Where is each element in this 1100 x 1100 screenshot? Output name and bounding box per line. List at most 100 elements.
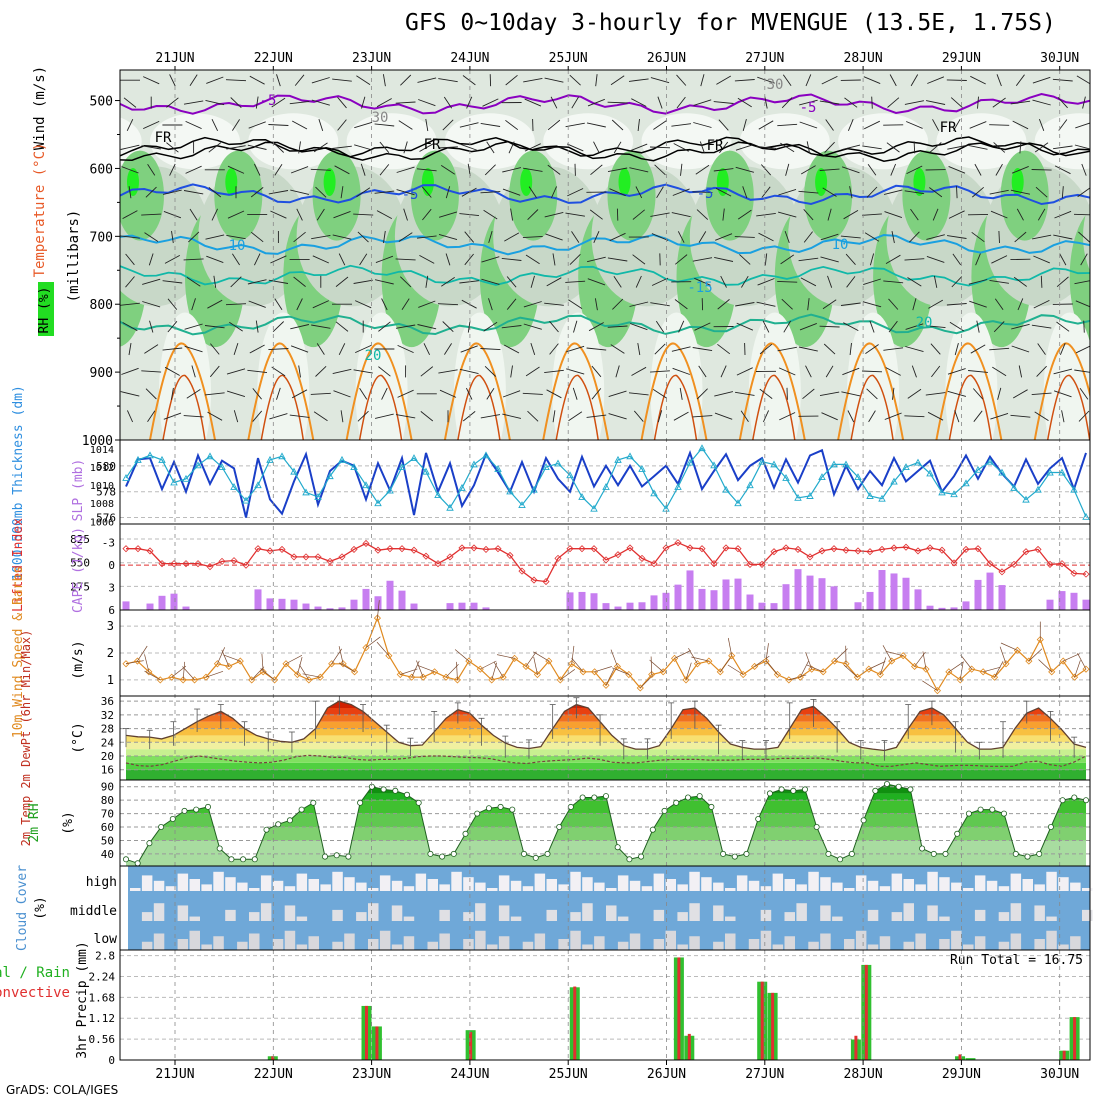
wind-barb [820,233,839,241]
wind-barb [312,255,329,264]
wind-barb [204,325,225,329]
wind-barb [191,365,196,378]
wind-barb [293,276,306,287]
rh-marker [415,799,422,806]
wind-barb [162,347,183,351]
slp-marker [758,457,766,465]
date-label-bottom: 24JUN [450,1067,489,1082]
cloud-high-bar [903,879,914,891]
wind-barb [780,142,795,153]
wind-barb [523,167,543,172]
wind-barb [781,97,793,109]
cape-bar [578,591,586,610]
wind-barb [375,255,394,264]
wind-barb [505,74,518,86]
isotherm-30 [738,342,806,440]
precip-convective-bar [771,992,775,1060]
wind-barb [544,211,564,218]
wind-barb [700,74,705,87]
wind-barb [441,277,455,287]
wind-barb [991,255,1008,264]
rh-wet-patch [509,150,558,241]
li-marker [398,545,406,553]
wind-barb [296,208,303,221]
wind-barb [657,96,663,109]
wind-barb [593,231,600,243]
cloud-high-bar [713,882,724,891]
wind-barb [528,186,537,199]
slp-marker [926,469,934,477]
wind-barb [376,98,392,108]
li-marker [806,553,814,561]
thickness-tick-label: 576 [96,512,116,525]
cloud-mid-bar [368,903,379,921]
slp-marker [698,444,706,452]
wind-barb [148,253,154,266]
wind-barb [696,209,709,220]
wind-barb [226,390,246,398]
cloud-high-bar [701,877,712,891]
precip-convective-bar [864,964,868,1060]
wind-barb [698,231,707,243]
wind-barb [992,97,1006,108]
rh-sat-patch [225,168,238,197]
isotherm-label: 10 [229,238,246,254]
wind-barb [674,650,691,659]
wind-barb [671,123,692,127]
cape-bar [374,596,382,610]
temp-tick-label: 16 [101,764,114,777]
cloud-high-bar [368,888,379,891]
rh-marker [286,817,293,824]
wind-barb [293,231,306,243]
wind-speed-marker [133,657,141,665]
cape-bar [722,579,730,610]
wind-barb [120,391,140,397]
li-marker [926,544,934,552]
wind-barb [378,366,391,377]
rh-marker [275,821,282,828]
slp-marker [1082,512,1090,520]
wind-barb [502,413,522,419]
cape-bar [350,599,358,610]
wind-barb [504,232,520,242]
wind-barb [756,212,776,217]
wind-speed-marker [293,670,301,679]
wind-barb [186,389,201,399]
li-marker [194,560,202,568]
cloud-high-bar [665,879,676,891]
rh-marker [965,810,972,817]
wind-barb [862,301,882,308]
wind-barb [868,410,876,423]
wind-barb [480,414,501,419]
wind-speed-marker [1082,665,1090,673]
wind-barb [834,648,848,662]
cloud-high-bar [808,871,819,891]
cloud-high-bar [629,880,641,891]
cloud-high-bar [1058,877,1069,891]
wind-barb [736,367,753,376]
wind-barb [1013,276,1027,287]
rh-marker [357,799,364,806]
wind-speed-marker [853,673,861,681]
wind-barb [445,253,451,266]
wind-barb [466,96,473,109]
cloud-high-bar [736,875,748,891]
wind-barb [976,320,980,333]
temp-band [126,769,1086,780]
wind-barb [635,186,643,199]
rh-marker [1059,797,1066,804]
cloud-mid-bar [713,905,724,921]
wind-barb [488,298,493,311]
wind-barb [357,231,369,243]
wind-barb [806,141,811,154]
cloud-low-bar [487,944,498,950]
wind-barb [332,145,352,149]
wind-barb [586,414,607,418]
wind-barb [883,347,904,351]
wind-barb [230,276,242,288]
cloud-low-bar [855,930,867,950]
wind-barb [142,301,161,308]
precip-tick-label: 2.8 [95,950,115,963]
wind-barb [948,210,965,219]
